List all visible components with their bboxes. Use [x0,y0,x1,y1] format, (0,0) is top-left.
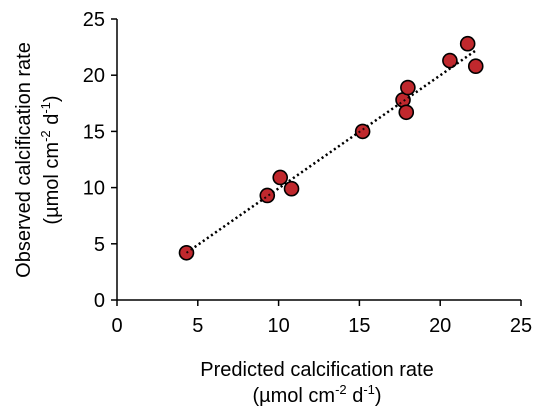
data-point [459,35,476,52]
trendline-overlay [185,49,477,254]
y-tick-label: 10 [83,178,105,200]
axes [116,19,521,301]
x-axis-units: (µmol cm-2 d-1) [252,382,381,407]
x-tick-label: 25 [510,315,532,337]
y-axis-units: (µmol cm-2 d-1) [38,95,63,224]
y-ticks: 0 5 10 15 20 25 [83,9,117,312]
x-tick-label: 5 [192,315,203,337]
data-point [442,52,458,69]
data-point [400,79,416,96]
y-axis-title: Observed calcification rate (µmol cm-2 d… [13,42,63,278]
x-tick-label: 15 [348,315,370,337]
x-tick-label: 20 [429,315,451,337]
data-point [272,169,289,186]
data-point [398,104,415,121]
x-tick-label: 10 [267,315,289,337]
data-point [259,187,276,204]
y-tick-label: 20 [83,65,105,87]
svg-text:Observed calcification rate: Observed calcification rate [13,42,35,278]
data-point [467,58,484,75]
y-tick-label: 25 [83,9,105,31]
data-point [354,123,371,140]
y-axis-label: Observed calcification rate [13,42,35,278]
x-axis-label: Predicted calcification rate [200,359,433,381]
y-tick-label: 0 [94,290,105,312]
x-tick-label: 0 [111,315,122,337]
y-tick-label: 15 [83,121,105,143]
x-ticks: 0 5 10 15 20 25 [111,300,532,337]
y-tick-label: 5 [94,234,105,256]
data-points [178,35,484,261]
data-point [283,180,300,197]
